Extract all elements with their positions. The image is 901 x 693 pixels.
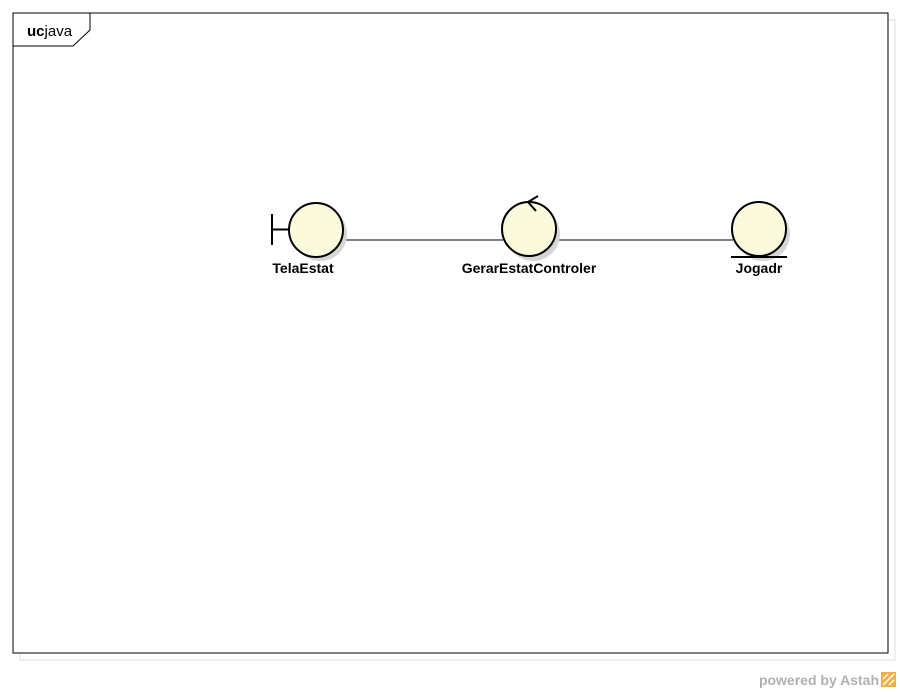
control-arrow-icon: [526, 195, 539, 212]
frame-tag-kind: uc: [27, 23, 45, 40]
diagram-frame: [12, 12, 889, 654]
boundary-circle-icon: [288, 202, 344, 258]
node-label-jogadr: Jogadr: [736, 260, 783, 276]
frame-tag: [12, 12, 91, 47]
frame-tag-label: ucjava: [27, 23, 73, 40]
entity-node-jogadr[interactable]: Jogadr: [731, 201, 790, 276]
node-label-tela-estat: TelaEstat: [272, 260, 334, 276]
boundary-node-tela-estat[interactable]: TelaEstat: [271, 202, 347, 276]
frame-tag-name: java: [44, 23, 73, 40]
node-label-gerar-estat-controler: GerarEstatControler: [462, 260, 597, 276]
astah-watermark-text: powered by Astah: [759, 672, 879, 688]
entity-circle-icon: [731, 201, 787, 257]
control-node-gerar-estat-controler[interactable]: GerarEstatControler: [462, 195, 597, 276]
control-circle-icon: [501, 201, 557, 257]
astah-logo-icon: [881, 672, 896, 687]
